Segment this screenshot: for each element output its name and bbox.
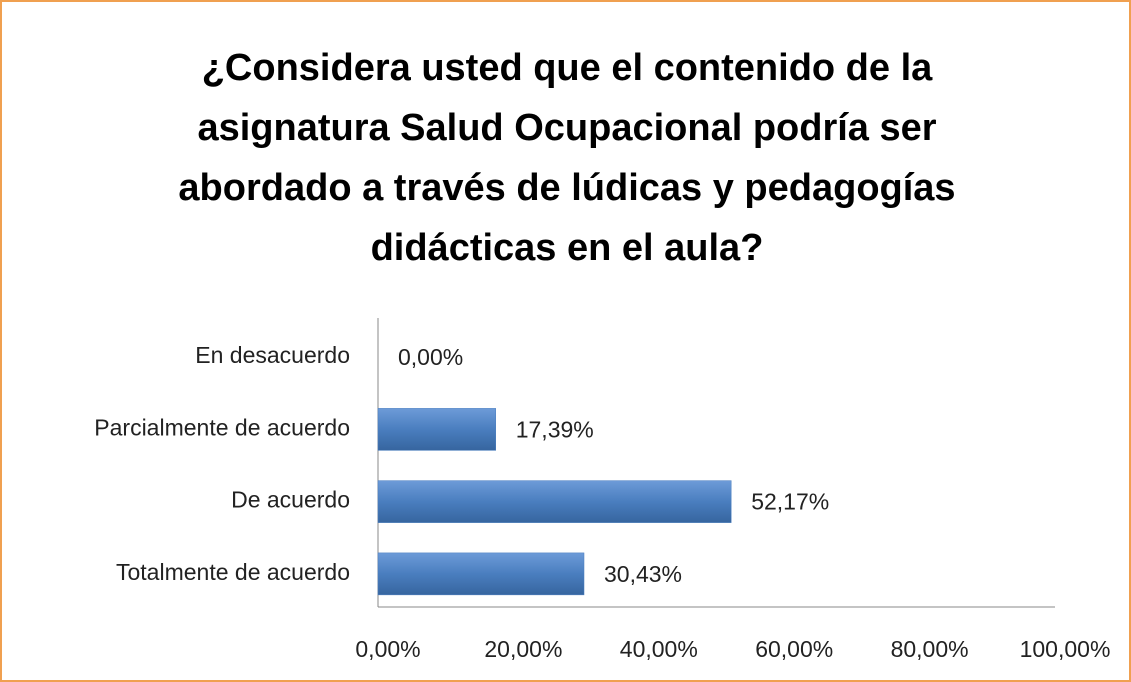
y-tick-label: De acuerdo [231, 487, 350, 513]
data-label: 17,39% [516, 416, 594, 442]
x-tick-label: 20,00% [484, 636, 562, 662]
x-tick-label: 0,00% [355, 636, 420, 662]
y-tick-label: En desacuerdo [195, 342, 350, 368]
bar [377, 408, 496, 451]
x-tick-label: 100,00% [1020, 636, 1111, 662]
chart-title: ¿Considera usted que el contenido de la … [178, 47, 956, 269]
bar [377, 480, 732, 523]
data-label: 0,00% [398, 344, 463, 370]
x-tick-label: 60,00% [755, 636, 833, 662]
y-tick-label: Parcialmente de acuerdo [94, 414, 350, 440]
y-tick-label: Totalmente de acuerdo [116, 559, 350, 585]
bar [377, 552, 585, 596]
data-label: 52,17% [751, 489, 829, 515]
x-tick-label: 40,00% [620, 636, 698, 662]
data-label: 30,43% [604, 561, 682, 587]
x-tick-label: 80,00% [891, 636, 969, 662]
